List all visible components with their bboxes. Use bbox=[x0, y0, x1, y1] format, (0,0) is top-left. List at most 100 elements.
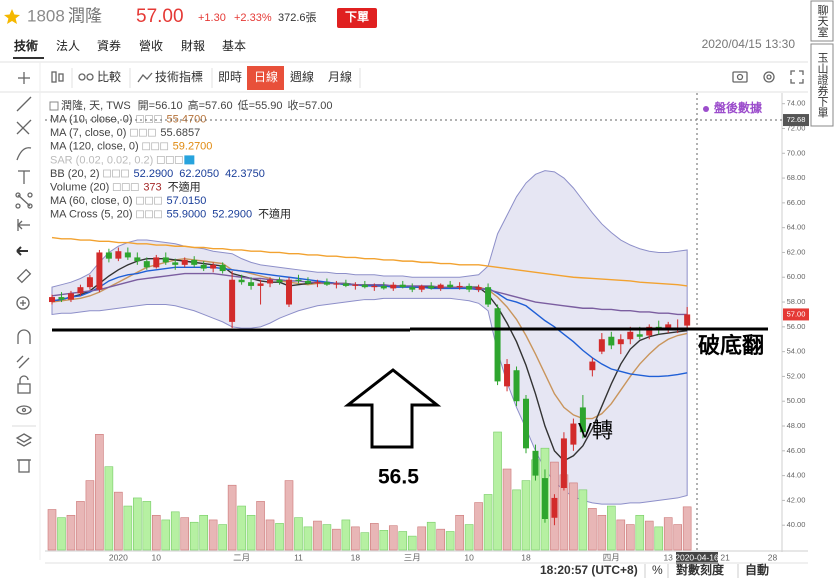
chat-panel-button[interactable] bbox=[810, 0, 834, 42]
zoom-tool[interactable] bbox=[16, 296, 30, 310]
indicator-icon[interactable] bbox=[137, 72, 153, 83]
legend-button[interactable] bbox=[145, 115, 153, 123]
legend-button[interactable] bbox=[112, 183, 121, 192]
pattern-tool[interactable] bbox=[15, 203, 21, 209]
order-button-label[interactable]: 下單 bbox=[345, 10, 369, 24]
symbol-icon[interactable] bbox=[51, 71, 64, 83]
legend-button[interactable] bbox=[145, 210, 153, 219]
broker-panel-button[interactable] bbox=[810, 43, 834, 127]
fullscreen-icon[interactable] bbox=[790, 79, 795, 84]
compare-icon[interactable] bbox=[86, 73, 94, 81]
crosshair-tool[interactable] bbox=[18, 72, 30, 84]
chat-label[interactable]: 聊天室 bbox=[816, 3, 829, 37]
legend-button[interactable] bbox=[130, 183, 139, 192]
tab[interactable]: 基本 bbox=[222, 39, 246, 53]
interval-button[interactable]: 即時 bbox=[218, 70, 242, 84]
visibility-tool[interactable] bbox=[21, 407, 27, 413]
settings-icon[interactable] bbox=[766, 74, 772, 80]
screenshot-icon[interactable] bbox=[736, 73, 744, 81]
lock-tool[interactable] bbox=[19, 375, 29, 384]
legend-button[interactable] bbox=[148, 128, 156, 137]
compare-button[interactable]: 比較 bbox=[97, 69, 121, 84]
interval-button[interactable]: 週線 bbox=[290, 69, 314, 84]
tab[interactable]: 技術 bbox=[14, 38, 38, 53]
legend-button[interactable] bbox=[121, 169, 129, 178]
legend-button[interactable] bbox=[121, 183, 130, 192]
fullscreen-icon[interactable] bbox=[790, 70, 804, 84]
symbol-icon[interactable] bbox=[51, 71, 57, 83]
visibility-tool[interactable] bbox=[16, 405, 32, 415]
fullscreen-icon[interactable] bbox=[799, 70, 804, 75]
measure-tool[interactable] bbox=[16, 268, 32, 284]
measure-tool[interactable] bbox=[16, 268, 32, 284]
fib-tool[interactable] bbox=[16, 119, 32, 135]
legend-button[interactable] bbox=[130, 128, 138, 137]
favorite-star[interactable] bbox=[4, 9, 20, 24]
screenshot-icon[interactable] bbox=[732, 71, 748, 83]
legend-button[interactable] bbox=[184, 155, 195, 165]
layers-tool[interactable] bbox=[15, 433, 33, 447]
trendline-tool[interactable] bbox=[16, 96, 32, 112]
visibility-tool[interactable] bbox=[16, 405, 32, 415]
delete-tool[interactable] bbox=[17, 459, 31, 473]
collapse-icon[interactable] bbox=[49, 101, 59, 111]
fullscreen-icon[interactable] bbox=[799, 79, 804, 84]
interval-button[interactable]: 日線 bbox=[254, 69, 278, 84]
tab[interactable]: 財報 bbox=[181, 38, 205, 53]
layers-tool[interactable] bbox=[15, 433, 33, 443]
fib-tool[interactable] bbox=[16, 121, 30, 135]
percent-toggle[interactable]: % bbox=[652, 563, 663, 577]
legend-button[interactable] bbox=[145, 196, 153, 205]
pattern-tool[interactable] bbox=[17, 194, 31, 207]
order-button[interactable] bbox=[337, 8, 377, 28]
legend-button[interactable] bbox=[103, 169, 111, 178]
tab[interactable]: 法人 bbox=[56, 39, 80, 53]
legend-button[interactable] bbox=[139, 128, 147, 137]
after-hours-label[interactable]: 盤後數據 bbox=[714, 100, 763, 115]
settings-icon[interactable] bbox=[763, 71, 775, 83]
legend-button[interactable] bbox=[112, 169, 120, 178]
log-toggle[interactable]: 對數刻度 bbox=[676, 562, 725, 577]
tab[interactable]: 營收 bbox=[139, 39, 163, 53]
legend-button[interactable] bbox=[165, 155, 174, 164]
pattern-tool[interactable] bbox=[15, 192, 33, 209]
back-tool[interactable] bbox=[16, 246, 28, 256]
prediction-tool[interactable] bbox=[17, 219, 30, 231]
legend-button[interactable] bbox=[154, 196, 162, 205]
lock-tool[interactable] bbox=[17, 383, 31, 394]
legend-button[interactable] bbox=[142, 142, 151, 151]
brush-tool[interactable] bbox=[16, 147, 32, 161]
settings-icon[interactable] bbox=[763, 71, 775, 83]
broker-label[interactable]: 玉山證券下單 bbox=[816, 52, 829, 118]
legend-button[interactable] bbox=[136, 196, 144, 205]
layers-tool[interactable] bbox=[16, 441, 32, 447]
screenshot-icon[interactable] bbox=[732, 71, 748, 83]
legend-button[interactable] bbox=[151, 142, 160, 151]
magnet-tool[interactable] bbox=[17, 329, 31, 344]
pattern-tool[interactable] bbox=[27, 192, 33, 198]
active-interval-bg[interactable] bbox=[247, 66, 284, 90]
pattern-tool[interactable] bbox=[15, 192, 21, 198]
lock-draw-tool[interactable] bbox=[16, 355, 30, 369]
legend-button[interactable] bbox=[154, 115, 162, 123]
compare-icon[interactable] bbox=[78, 73, 94, 81]
fullscreen-icon[interactable] bbox=[790, 70, 795, 75]
auto-toggle[interactable]: 自動 bbox=[745, 562, 769, 577]
legend-button[interactable] bbox=[174, 155, 183, 164]
symbol-icon[interactable] bbox=[58, 73, 64, 82]
lock-tool[interactable] bbox=[17, 375, 31, 394]
legend-button[interactable] bbox=[154, 210, 162, 219]
lock-draw-tool[interactable] bbox=[16, 355, 30, 369]
legend-button[interactable] bbox=[136, 115, 144, 123]
legend-button[interactable] bbox=[136, 210, 144, 219]
legend-button[interactable] bbox=[156, 155, 165, 164]
zoom-tool[interactable] bbox=[16, 296, 30, 310]
legend-button[interactable] bbox=[160, 142, 169, 151]
text-tool[interactable] bbox=[18, 170, 30, 184]
indicators-button[interactable]: 技術指標 bbox=[155, 69, 203, 84]
pattern-tool[interactable] bbox=[27, 203, 33, 209]
prediction-tool[interactable] bbox=[17, 220, 23, 230]
tab[interactable]: 資券 bbox=[97, 38, 121, 53]
compare-icon[interactable] bbox=[78, 73, 86, 81]
interval-button[interactable]: 月線 bbox=[328, 69, 352, 84]
